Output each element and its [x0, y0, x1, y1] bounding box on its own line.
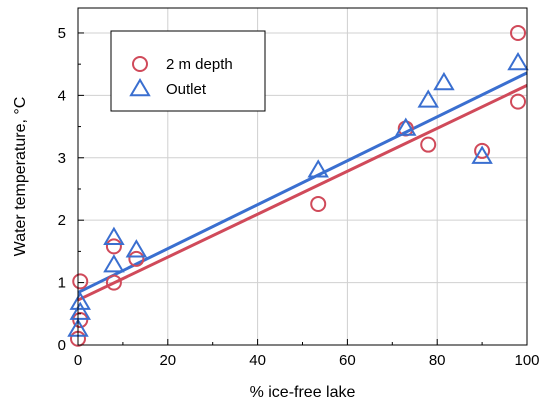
circle-point — [105, 238, 122, 255]
circle-point — [420, 136, 437, 153]
triangle-point — [125, 239, 148, 258]
triangle-point — [69, 301, 91, 320]
x-tick-label: 80 — [429, 352, 446, 369]
circle-point — [310, 195, 327, 212]
y-tick-label: 0 — [58, 337, 66, 354]
x-tick-label: 60 — [339, 352, 356, 369]
circle-point — [474, 142, 491, 159]
fit-lines — [77, 71, 528, 302]
x-axis-label: % ice-free lake — [250, 384, 356, 401]
circle-point — [128, 250, 145, 267]
triangle-point — [471, 145, 493, 164]
triangle-point — [307, 159, 329, 178]
triangle-point — [395, 117, 417, 136]
y-tick-label: 4 — [58, 87, 66, 104]
circle-point — [510, 93, 527, 110]
fit-line — [77, 84, 528, 302]
x-tick-label: 100 — [514, 352, 539, 369]
x-tick-label: 20 — [159, 352, 176, 369]
circle-point — [510, 24, 527, 41]
legend-label: Outlet — [166, 81, 207, 98]
x-tick-label: 40 — [249, 352, 266, 369]
y-tick-label: 2 — [58, 212, 66, 229]
triangle-point — [507, 51, 529, 71]
y-axis-label: Water temperature, °C — [12, 97, 29, 257]
fit-line — [77, 71, 528, 294]
legend-label: 2 m depth — [166, 56, 233, 73]
legend-marker — [132, 56, 148, 72]
axis-ticks: 0 20 40 60 80 100 0 1 2 3 4 5 — [58, 25, 540, 369]
circle-point — [105, 274, 122, 291]
data-points — [67, 24, 529, 347]
triangle-point — [417, 89, 439, 108]
circle-point — [72, 273, 89, 290]
legend: 2 m depth Outlet — [110, 30, 266, 112]
y-tick-label: 3 — [58, 150, 66, 167]
triangle-point — [103, 254, 125, 273]
triangle-point — [69, 291, 91, 310]
triangle-point — [103, 226, 125, 245]
triangle-point — [433, 71, 455, 91]
circle-point — [72, 312, 89, 329]
y-tick-label: 1 — [58, 275, 66, 292]
x-tick-label: 0 — [74, 352, 82, 369]
legend-marker — [129, 78, 151, 97]
y-tick-label: 5 — [58, 25, 66, 42]
